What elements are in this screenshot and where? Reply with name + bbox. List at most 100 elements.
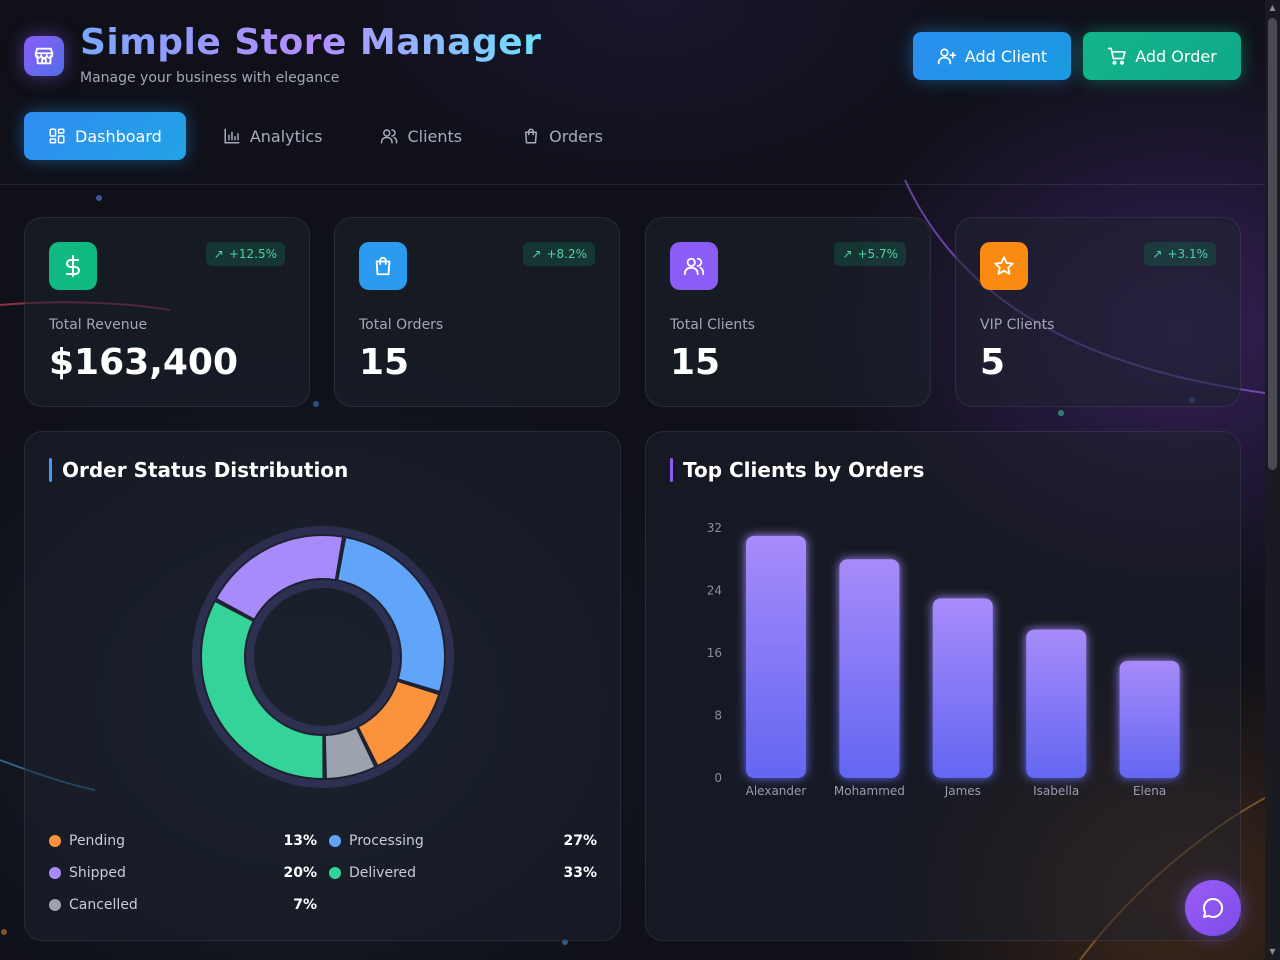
change-value: +12.5%	[228, 247, 277, 261]
stat-label: Total Revenue	[49, 317, 148, 333]
shopping-bag-icon	[525, 128, 538, 144]
donut-slice-processing[interactable]	[336, 535, 446, 694]
add-order-button[interactable]: Add Order	[1083, 32, 1241, 80]
legend-percent: 33%	[563, 865, 597, 881]
change-value: +3.1%	[1167, 247, 1208, 261]
order-status-panel: Order Status Distribution Pending 13% Pr…	[24, 431, 621, 941]
x-tick-label: Mohammed	[834, 784, 905, 798]
donut-slice-shipped[interactable]	[214, 534, 345, 622]
main-tabs: Dashboard Analytics Clients Orders	[24, 112, 623, 160]
app-title: Simple Store Manager	[80, 22, 542, 63]
change-badge: ↗ +8.2%	[523, 242, 595, 266]
users-icon	[670, 242, 718, 290]
legend-label: Pending	[69, 833, 125, 849]
change-value: +5.7%	[857, 247, 898, 261]
scrollbar-thumb[interactable]	[1268, 18, 1277, 470]
donut-slice-pending[interactable]	[356, 679, 441, 768]
change-badge: ↗ +5.7%	[834, 242, 906, 266]
trend-up-icon: ↗	[1152, 247, 1163, 261]
bar-chart: 0 8 16 24 32 Alexander Mohammed James Isabella El…	[707, 521, 1180, 798]
tab-clients[interactable]: Clients	[360, 112, 482, 160]
chat-button[interactable]	[1185, 880, 1241, 936]
tab-label: Orders	[549, 126, 603, 146]
x-tick-label: Alexander	[746, 784, 807, 798]
shopping-bag-icon	[359, 242, 407, 290]
stat-card-clients: ↗ +5.7% Total Clients 15	[645, 217, 931, 407]
donut-chart	[192, 526, 454, 788]
bar-isabella[interactable]	[1026, 629, 1087, 778]
legend-swatch	[329, 867, 341, 879]
change-badge: ↗ +3.1%	[1144, 242, 1216, 266]
legend-label: Cancelled	[69, 897, 138, 913]
legend-percent: 20%	[283, 865, 317, 881]
stat-value: $163,400	[49, 342, 239, 383]
trend-up-icon: ↗	[842, 247, 853, 261]
stat-card-revenue: ↗ +12.5% Total Revenue $163,400	[24, 217, 310, 407]
add-client-label: Add Client	[964, 46, 1048, 66]
donut-slice-delivered[interactable]	[200, 599, 325, 780]
legend-label: Shipped	[69, 865, 126, 881]
trend-up-icon: ↗	[213, 247, 224, 261]
tab-label: Analytics	[249, 126, 323, 146]
legend-item-delivered: Delivered 33%	[329, 863, 597, 883]
stat-value: 15	[670, 342, 721, 383]
legend-swatch	[49, 867, 61, 879]
dashboard-icon	[49, 128, 65, 144]
bar-alexander[interactable]	[746, 535, 806, 778]
bar-elena[interactable]	[1119, 660, 1180, 778]
add-client-button[interactable]: Add Client	[913, 32, 1071, 80]
stat-card-orders: ↗ +8.2% Total Orders 15	[334, 217, 620, 407]
y-tick-label: 16	[707, 646, 722, 660]
legend-swatch	[49, 899, 61, 911]
legend-label: Processing	[349, 833, 424, 849]
trend-up-icon: ↗	[531, 247, 542, 261]
panel-title: Top Clients by Orders	[670, 458, 924, 482]
x-tick-label: Elena	[1133, 784, 1166, 798]
tab-dashboard[interactable]: Dashboard	[24, 112, 186, 160]
stat-label: Total Clients	[670, 317, 755, 333]
page-scrollbar[interactable]: ▲ ▼	[1265, 0, 1280, 960]
x-tick-label: Isabella	[1033, 784, 1079, 798]
donut-slice-cancelled[interactable]	[323, 726, 377, 780]
tab-label: Clients	[407, 126, 463, 146]
stat-label: Total Orders	[359, 317, 444, 333]
y-tick-label: 32	[707, 521, 722, 535]
tab-analytics[interactable]: Analytics	[199, 112, 343, 160]
user-plus-icon	[937, 48, 956, 65]
change-badge: ↗ +12.5%	[205, 242, 285, 266]
bar-james[interactable]	[932, 598, 993, 778]
star-icon	[980, 242, 1028, 290]
users-icon	[381, 129, 398, 144]
scroll-down-arrow[interactable]: ▼	[1269, 947, 1276, 956]
dollar-icon	[49, 242, 97, 290]
chat-bubble-icon	[1203, 897, 1224, 918]
header: Simple Store Manager Manage your busines…	[0, 0, 1265, 185]
y-tick-label: 0	[714, 771, 722, 785]
x-tick-label: James	[944, 784, 981, 798]
legend-item-pending: Pending 13%	[49, 831, 317, 851]
legend-item-shipped: Shipped 20%	[49, 863, 317, 883]
panel-title: Order Status Distribution	[49, 458, 348, 482]
store-icon	[24, 36, 64, 76]
bar-mohammed[interactable]	[839, 559, 900, 778]
add-order-label: Add Order	[1135, 46, 1217, 66]
legend-swatch	[49, 835, 61, 847]
top-clients-panel: Top Clients by Orders 0 8 16 24 32 Alexander M…	[645, 431, 1241, 941]
y-tick-label: 24	[707, 584, 722, 598]
y-tick-label: 8	[714, 709, 722, 723]
stat-value: 15	[359, 342, 410, 383]
legend-percent: 27%	[563, 833, 597, 849]
tab-orders[interactable]: Orders	[502, 112, 623, 160]
stat-label: VIP Clients	[980, 317, 1055, 333]
stat-value: 5	[980, 342, 1006, 383]
bar-chart-icon	[224, 128, 240, 144]
legend-percent: 13%	[283, 833, 317, 849]
app-subtitle: Manage your business with elegance	[80, 70, 340, 86]
tab-label: Dashboard	[75, 126, 162, 146]
legend-item-cancelled: Cancelled 7%	[49, 895, 317, 915]
scroll-up-arrow[interactable]: ▲	[1269, 3, 1276, 12]
stat-card-vip: ↗ +3.1% VIP Clients 5	[955, 217, 1241, 407]
legend-item-processing: Processing 27%	[329, 831, 597, 851]
shopping-cart-icon	[1108, 47, 1126, 65]
